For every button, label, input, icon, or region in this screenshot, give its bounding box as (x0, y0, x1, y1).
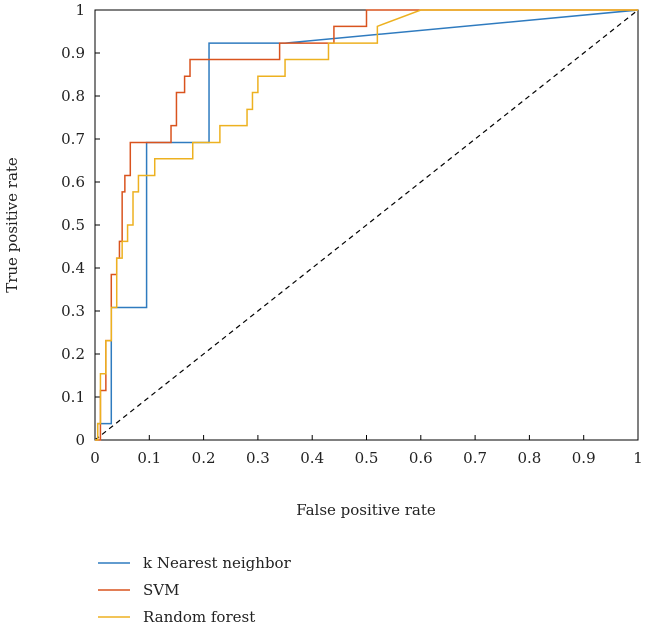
x-tick-label: 0.9 (572, 449, 596, 467)
x-tick-label: 0.3 (246, 449, 270, 467)
y-tick-label: 0.3 (61, 302, 85, 320)
legend-label: k Nearest neighbor (143, 554, 292, 572)
x-tick-label: 0.1 (137, 449, 161, 467)
x-tick-label: 1 (633, 449, 643, 467)
x-tick-label: 0.6 (409, 449, 433, 467)
y-tick-label: 0.1 (61, 388, 85, 406)
y-tick-label: 0.4 (61, 259, 85, 277)
legend: k Nearest neighbor SVM Random forest (98, 554, 292, 622)
y-tick-label: 0.7 (61, 130, 85, 148)
y-tick-label: 0.8 (61, 87, 85, 105)
y-tick-label: 0.9 (61, 44, 85, 62)
y-axis-title: True positive rate (3, 157, 21, 293)
legend-label: Random forest (143, 608, 255, 622)
x-tick-label: 0.5 (355, 449, 379, 467)
x-axis-ticks: 0 0.1 0.2 0.3 0.4 0.5 0.6 0.7 0.8 0.9 1 (90, 435, 643, 467)
legend-label: SVM (143, 581, 179, 599)
y-tick-label: 0.6 (61, 173, 85, 191)
x-axis-title: False positive rate (296, 501, 436, 519)
y-tick-label: 1 (75, 1, 85, 19)
x-tick-label: 0 (90, 449, 100, 467)
x-tick-label: 0.4 (300, 449, 324, 467)
y-tick-label: 0 (75, 431, 85, 449)
series-line-random-forest (95, 9, 638, 441)
y-tick-label: 0.5 (61, 216, 85, 234)
x-tick-label: 0.8 (517, 449, 541, 467)
y-tick-label: 0.2 (61, 345, 85, 363)
x-tick-label: 0.7 (463, 449, 487, 467)
roc-series-group (95, 9, 639, 441)
chance-diagonal-line (94, 9, 639, 441)
y-axis-ticks: 0 0.1 0.2 0.3 0.4 0.5 0.6 0.7 0.8 0.9 1 (61, 1, 100, 449)
x-tick-label: 0.2 (192, 449, 216, 467)
